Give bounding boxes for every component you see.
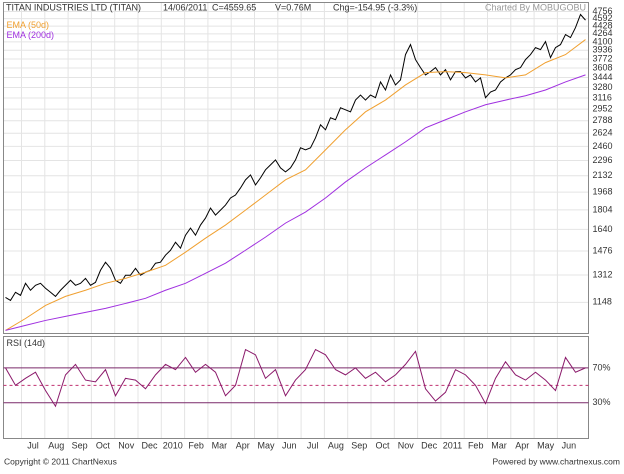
y-tick-label: 2296: [593, 155, 613, 165]
y-tick-label: 1312: [593, 269, 613, 279]
x-tick-label: Aug: [328, 440, 344, 450]
x-tick-label: Oct: [96, 440, 111, 450]
x-tick-label: Nov: [398, 440, 415, 450]
x-tick-label: Feb: [468, 440, 484, 450]
y-tick-label: 3444: [593, 72, 613, 82]
y-tick-label: 1640: [593, 224, 613, 234]
y-tick-label: 2788: [593, 115, 613, 125]
x-tick-label: May: [537, 440, 555, 450]
price-panel: [3, 2, 589, 334]
rsi-panel: [3, 336, 589, 439]
series-line: [5, 74, 586, 331]
y-tick-label: 2460: [593, 141, 613, 151]
x-tick-label: 2010: [163, 440, 183, 450]
series-line: [5, 13, 586, 302]
y-tick-label: 70%: [593, 362, 611, 372]
x-tick-label: Jul: [27, 440, 39, 450]
x-tick-label: May: [257, 440, 275, 450]
y-tick-label: 1476: [593, 245, 613, 255]
y-tick-label: 4756: [593, 6, 613, 16]
y-tick-label: 4592: [593, 13, 613, 23]
x-tick-label: Jun: [282, 440, 297, 450]
x-tick-label: Apr: [236, 440, 250, 450]
y-tick-label: 4428: [593, 21, 613, 31]
series-line: [5, 39, 586, 331]
volume: V=0.76M: [275, 2, 311, 12]
y-tick-label: 2952: [593, 103, 613, 113]
x-tick-label: Jun: [562, 440, 577, 450]
x-tick-label: Aug: [48, 440, 64, 450]
y-tick-label: 1804: [593, 204, 613, 214]
x-tick-label: Mar: [212, 440, 228, 450]
powered-by: Powered by www.chartnexus.com: [492, 456, 620, 466]
credit: Charted By MOBUGOBU: [485, 2, 586, 12]
y-tick-label: 4264: [593, 28, 613, 38]
x-tick-label: Nov: [118, 440, 135, 450]
y-tick-label: 4100: [593, 36, 613, 46]
panel-title: RSI (14d): [7, 338, 46, 348]
legend-entry: EMA (200d): [7, 30, 55, 40]
y-tick-label: 1148: [593, 297, 612, 307]
stock-title: TITAN INDUSTRIES LTD (TITAN): [6, 2, 141, 12]
close: C=4559.65: [212, 2, 256, 12]
change: Chg=-154.95 (-3.3%): [333, 2, 417, 12]
x-tick-label: Apr: [515, 440, 529, 450]
y-tick-label: 3116: [593, 92, 612, 102]
x-tick-label: Mar: [491, 440, 507, 450]
y-tick-label: 3936: [593, 45, 613, 55]
y-tick-label: 30%: [593, 397, 611, 407]
y-tick-label: 2132: [593, 170, 613, 180]
legend-entry: EMA (50d): [7, 20, 50, 30]
date: 14/06/2011: [163, 2, 207, 12]
x-tick-label: Oct: [375, 440, 390, 450]
x-tick-label: Dec: [141, 440, 158, 450]
y-tick-label: 3280: [593, 82, 613, 92]
x-tick-label: Sep: [351, 440, 367, 450]
x-tick-label: Feb: [188, 440, 204, 450]
x-tick-label: Jul: [307, 440, 319, 450]
x-tick-label: 2011: [443, 440, 462, 450]
series-line: [5, 348, 586, 408]
x-tick-label: Sep: [72, 440, 88, 450]
y-tick-label: 3608: [593, 62, 613, 72]
y-tick-label: 3772: [593, 53, 613, 63]
y-tick-label: 1968: [593, 186, 613, 196]
copyright: Copyright © 2011 ChartNexus: [4, 456, 117, 466]
x-tick-label: Dec: [421, 440, 438, 450]
grid-layer: [3, 2, 589, 439]
y-tick-label: 2624: [593, 128, 613, 138]
